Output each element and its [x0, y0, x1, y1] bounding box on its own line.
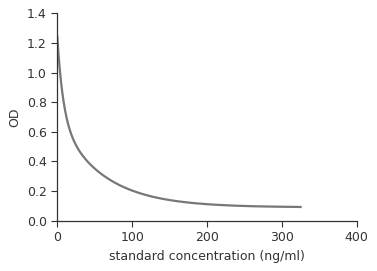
Y-axis label: OD: OD: [8, 107, 21, 127]
X-axis label: standard concentration (ng/ml): standard concentration (ng/ml): [109, 250, 305, 263]
